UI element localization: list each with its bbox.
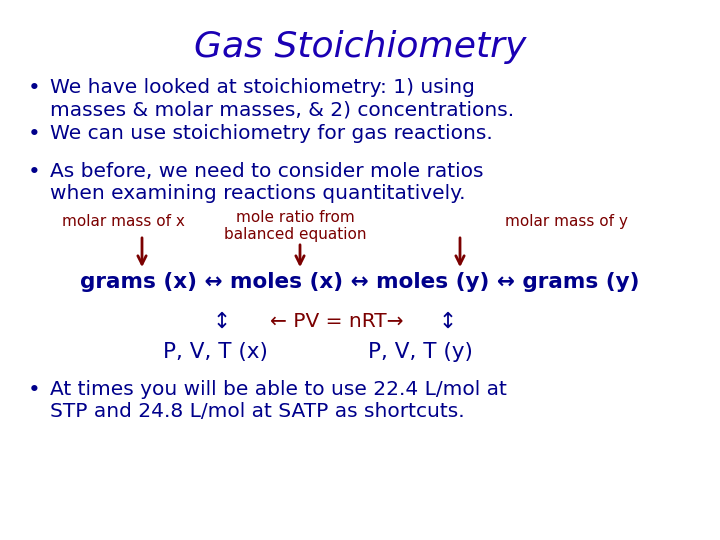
Text: grams (x) ↔ moles (x) ↔ moles (y) ↔ grams (y): grams (x) ↔ moles (x) ↔ moles (y) ↔ gram… <box>80 272 640 292</box>
Text: ↕: ↕ <box>439 312 457 332</box>
Text: P, V, T (x): P, V, T (x) <box>163 342 267 362</box>
Text: As before, we need to consider mole ratios: As before, we need to consider mole rati… <box>50 162 484 181</box>
Text: balanced equation: balanced equation <box>224 227 366 242</box>
Text: ↕: ↕ <box>213 312 231 332</box>
Text: masses & molar masses, & 2) concentrations.: masses & molar masses, & 2) concentratio… <box>50 100 514 119</box>
Text: •: • <box>28 380 41 400</box>
Text: At times you will be able to use 22.4 L/mol at: At times you will be able to use 22.4 L/… <box>50 380 507 399</box>
Text: when examining reactions quantitatively.: when examining reactions quantitatively. <box>50 184 466 203</box>
Text: We have looked at stoichiometry: 1) using: We have looked at stoichiometry: 1) usin… <box>50 78 475 97</box>
Text: •: • <box>28 124 41 144</box>
Text: We can use stoichiometry for gas reactions.: We can use stoichiometry for gas reactio… <box>50 124 492 143</box>
Text: P, V, T (y): P, V, T (y) <box>368 342 472 362</box>
Text: ← PV = nRT→: ← PV = nRT→ <box>270 312 403 331</box>
Text: molar mass of y: molar mass of y <box>505 214 628 229</box>
Text: Gas Stoichiometry: Gas Stoichiometry <box>194 30 526 64</box>
Text: molar mass of x: molar mass of x <box>62 214 185 229</box>
Text: STP and 24.8 L/mol at SATP as shortcuts.: STP and 24.8 L/mol at SATP as shortcuts. <box>50 402 464 421</box>
Text: mole ratio from: mole ratio from <box>235 210 354 225</box>
Text: •: • <box>28 162 41 182</box>
Text: •: • <box>28 78 41 98</box>
